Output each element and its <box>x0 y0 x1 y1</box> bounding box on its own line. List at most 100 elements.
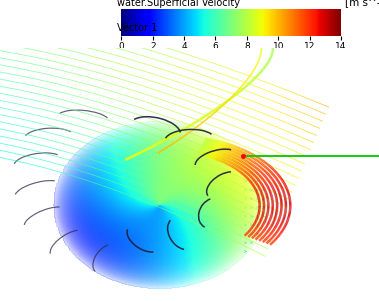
Point <box>5 230 11 235</box>
Point <box>239 212 245 217</box>
Point <box>118 298 124 302</box>
Point <box>28 229 34 233</box>
Point <box>179 175 185 180</box>
Point <box>175 102 182 107</box>
Point <box>212 168 218 172</box>
Point <box>221 39 227 44</box>
Point <box>296 159 302 164</box>
Point <box>169 47 175 52</box>
Point <box>324 170 330 175</box>
Point <box>82 80 88 85</box>
Point <box>183 82 190 86</box>
Point <box>281 285 287 290</box>
Point <box>117 81 124 85</box>
Point <box>195 198 201 203</box>
Point <box>13 114 19 119</box>
Point <box>346 73 352 78</box>
Point <box>171 196 177 201</box>
Point <box>194 88 200 93</box>
Point <box>189 204 195 208</box>
Point <box>268 276 274 281</box>
Point <box>232 123 238 127</box>
Point <box>374 99 379 104</box>
Point <box>187 191 193 196</box>
Point <box>233 96 240 101</box>
Point <box>12 83 18 88</box>
Point <box>345 255 351 260</box>
Point <box>164 235 170 240</box>
Point <box>372 199 378 204</box>
Point <box>341 284 348 289</box>
Point <box>219 279 225 284</box>
Point <box>115 76 121 80</box>
Point <box>72 159 78 164</box>
Point <box>262 142 268 147</box>
Point <box>140 218 146 223</box>
Point <box>163 213 169 217</box>
Point <box>171 243 177 248</box>
Point <box>92 217 98 222</box>
Point <box>263 102 269 107</box>
Point <box>241 241 247 246</box>
Point <box>42 271 49 276</box>
Point <box>102 182 108 186</box>
Point <box>6 82 12 86</box>
Point <box>229 275 235 280</box>
Point <box>53 288 60 293</box>
Point <box>75 258 81 262</box>
Point <box>51 91 57 96</box>
Point <box>307 69 313 73</box>
Point <box>99 298 105 302</box>
Point <box>256 40 262 44</box>
Point <box>312 298 318 302</box>
Point <box>329 203 335 208</box>
Point <box>340 40 346 45</box>
Point <box>143 50 149 55</box>
Point <box>333 53 339 58</box>
Point <box>375 52 379 56</box>
Point <box>190 201 196 205</box>
Point <box>351 270 357 275</box>
Point <box>75 116 81 121</box>
Point <box>205 34 211 39</box>
Point <box>161 140 167 145</box>
Point <box>364 293 370 298</box>
Point <box>170 191 176 196</box>
Point <box>246 233 252 238</box>
Point <box>350 102 356 107</box>
Point <box>338 145 344 149</box>
Point <box>129 260 135 265</box>
Point <box>351 83 357 88</box>
Point <box>210 200 216 205</box>
Point <box>193 288 199 293</box>
Point <box>12 287 18 292</box>
Point <box>235 66 241 70</box>
Point <box>156 43 162 48</box>
Point <box>27 182 33 187</box>
Point <box>274 240 280 245</box>
Point <box>2 39 8 44</box>
Point <box>291 86 297 91</box>
Point <box>243 297 249 302</box>
Point <box>371 40 377 45</box>
Point <box>94 299 100 302</box>
Point <box>108 226 114 231</box>
Point <box>141 219 147 223</box>
Point <box>226 138 232 143</box>
Point <box>243 152 249 157</box>
Point <box>236 108 242 113</box>
Point <box>146 161 152 166</box>
Point <box>293 291 299 296</box>
Point <box>0 94 2 98</box>
Point <box>302 84 308 89</box>
Point <box>370 280 376 285</box>
Point <box>235 230 241 234</box>
Point <box>181 128 187 133</box>
Point <box>260 195 266 200</box>
Point <box>200 105 206 110</box>
Point <box>52 132 58 137</box>
Point <box>188 173 194 178</box>
Point <box>131 212 137 217</box>
Point <box>77 102 83 107</box>
Point <box>335 281 341 286</box>
